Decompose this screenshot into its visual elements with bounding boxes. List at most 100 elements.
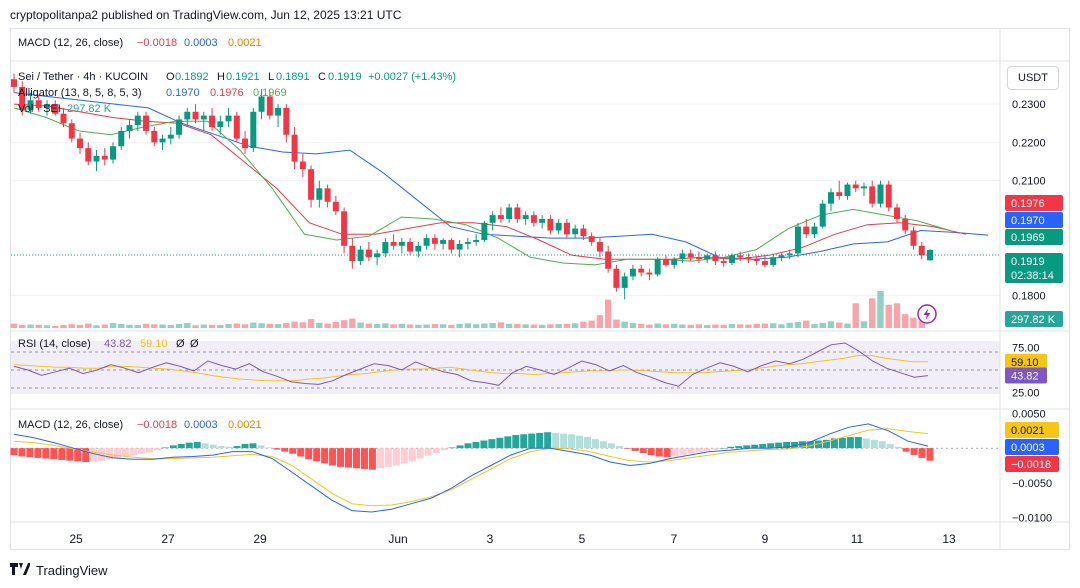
macd-hist-bar bbox=[257, 445, 265, 449]
lightning-icon[interactable] bbox=[917, 304, 937, 324]
candles bbox=[11, 73, 933, 300]
candle bbox=[93, 150, 100, 172]
price-axis[interactable]: 0.2300 0.2200 0.2100 0.1800 bbox=[1012, 99, 1046, 302]
macd-hist-bar bbox=[273, 448, 281, 450]
volume-bar bbox=[68, 324, 75, 328]
price-grid bbox=[11, 103, 1000, 297]
macd-hist-bar bbox=[122, 448, 130, 457]
macd-hist-bar bbox=[58, 448, 66, 460]
candle bbox=[638, 264, 645, 277]
volume-bar bbox=[19, 325, 26, 328]
volume-bar bbox=[522, 324, 529, 328]
macd-hist-bar bbox=[177, 443, 185, 449]
candle bbox=[687, 249, 694, 262]
volume-bar bbox=[654, 323, 661, 328]
tradingview-logo bbox=[10, 562, 31, 578]
volume-bar bbox=[497, 322, 505, 328]
macd-hist-bar bbox=[376, 448, 384, 469]
volume-bar bbox=[118, 324, 125, 328]
volume-bar bbox=[93, 325, 100, 328]
alligator-lips-value: 0.1969 bbox=[253, 87, 287, 99]
volume-bar bbox=[217, 325, 224, 328]
volume-bar bbox=[192, 325, 199, 328]
macd-badge-label: 0.0003 bbox=[1011, 442, 1045, 454]
volume-bar bbox=[811, 324, 818, 328]
volume-bar bbox=[398, 323, 406, 328]
volume-bar bbox=[547, 324, 554, 328]
macd-badges: 0.0021 0.0003 −0.0018 bbox=[1005, 422, 1059, 472]
time-tick: 9 bbox=[762, 532, 769, 546]
volume-bar bbox=[60, 325, 67, 328]
candle bbox=[27, 92, 34, 114]
volume-bar bbox=[637, 324, 645, 328]
macd-hist-bar bbox=[830, 438, 838, 449]
symbol-name: Sei / Tether · 4h · KUCOIN bbox=[18, 71, 148, 83]
open-value: 0.1892 bbox=[175, 71, 209, 83]
macd-signal-value: 0.0003 bbox=[184, 419, 218, 431]
volume-bar bbox=[893, 303, 901, 328]
rsi-tick: 25.00 bbox=[1012, 388, 1040, 400]
time-tick: 3 bbox=[487, 532, 494, 546]
volume-bar bbox=[200, 324, 208, 328]
candle bbox=[85, 142, 92, 166]
volume-bar bbox=[753, 323, 760, 328]
macd-hist-bar bbox=[862, 438, 870, 449]
candle bbox=[852, 180, 859, 193]
volume-bar bbox=[695, 324, 703, 328]
low-value: 0.1891 bbox=[276, 71, 310, 83]
candle bbox=[770, 255, 777, 267]
volume-bar bbox=[481, 323, 488, 328]
macd-hist-bar bbox=[528, 433, 536, 449]
time-tick: 7 bbox=[671, 532, 678, 546]
candle bbox=[390, 234, 397, 250]
volume-bar bbox=[646, 324, 653, 328]
volume-legend[interactable]: Vol · SEI 297.82 K bbox=[18, 103, 112, 115]
macd-hist-bar bbox=[98, 448, 106, 461]
time-axis[interactable]: 25 27 29 Jun 3 5 7 9 11 13 bbox=[69, 532, 956, 546]
volume-bar bbox=[571, 323, 579, 328]
macd-hist-bar bbox=[719, 448, 727, 449]
macd-hist-bar bbox=[90, 448, 98, 462]
alligator-name: Alligator (13, 8, 5, 8, 5, 3) bbox=[18, 87, 142, 99]
candle bbox=[539, 215, 546, 229]
top-macd-legend[interactable]: MACD (12, 26, close) −0.0018 0.0003 0.00… bbox=[18, 37, 262, 49]
candle bbox=[778, 253, 785, 262]
volume-bar bbox=[629, 323, 637, 328]
candle bbox=[52, 100, 59, 116]
volume-bar bbox=[225, 324, 232, 328]
macd-badge: 0.0021 bbox=[1005, 422, 1059, 438]
macd-hist-bar bbox=[568, 434, 576, 449]
candle bbox=[530, 211, 537, 227]
macd-hist-bar bbox=[129, 448, 137, 456]
volume-bar bbox=[250, 322, 257, 328]
candle bbox=[151, 127, 158, 147]
symbol-legend[interactable]: Sei / Tether · 4h · KUCOIN O 0.1892 H 0.… bbox=[18, 71, 456, 83]
volume-bar bbox=[538, 324, 546, 328]
candle bbox=[695, 251, 702, 263]
volume-bar bbox=[324, 323, 331, 328]
macd-hist-bar bbox=[392, 448, 400, 466]
candle bbox=[44, 100, 51, 116]
macd-hist-bar bbox=[870, 439, 878, 449]
volume-bar bbox=[869, 298, 876, 328]
candle bbox=[827, 188, 834, 212]
macd-tick: −0.0050 bbox=[1012, 478, 1052, 490]
candle bbox=[68, 119, 75, 143]
rsi-axis[interactable]: 75.00 25.00 bbox=[1012, 343, 1040, 400]
candle bbox=[662, 255, 669, 267]
rsi-legend[interactable]: RSI (14, close) 43.82 59.10 Ø Ø bbox=[18, 338, 199, 350]
volume-bar bbox=[728, 324, 736, 328]
candle bbox=[522, 211, 529, 225]
price-badge-label: 0.1976 bbox=[1011, 198, 1045, 210]
top-macd-value: −0.0018 bbox=[137, 37, 177, 49]
alligator-legend[interactable]: Alligator (13, 8, 5, 8, 5, 3) 0.1970 0.1… bbox=[18, 87, 287, 99]
macd-legend[interactable]: MACD (12, 26, close) −0.0018 0.0003 0.00… bbox=[18, 419, 262, 431]
candle bbox=[506, 203, 513, 223]
macd-hist-bar bbox=[384, 448, 392, 467]
macd-hist-bar bbox=[488, 439, 496, 449]
rsi-badges: 59.10 43.82 bbox=[1005, 353, 1047, 384]
candle bbox=[514, 203, 521, 223]
time-tick: 13 bbox=[942, 532, 956, 546]
currency-button[interactable]: USDT bbox=[1007, 66, 1059, 90]
macd-hist-bar bbox=[281, 448, 289, 452]
